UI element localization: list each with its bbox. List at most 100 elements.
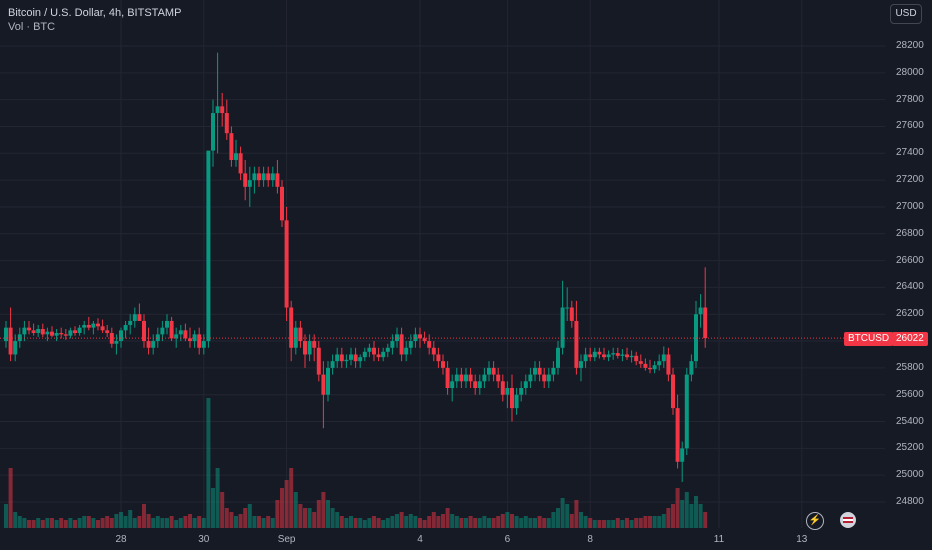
candle-body [491, 367, 496, 375]
price-tick-label: 25600 [896, 388, 924, 400]
candle-body [86, 324, 91, 328]
candle-body [408, 341, 413, 348]
volume-bar [252, 516, 257, 528]
price-tick-label: 24800 [896, 496, 924, 507]
candle-body [390, 341, 395, 348]
volume-bar [178, 518, 183, 528]
volume-bar [211, 488, 215, 528]
candle-body [36, 328, 41, 334]
candle-body [50, 331, 54, 336]
volume-bar [192, 518, 197, 528]
candle-body [321, 374, 326, 395]
candle-body [137, 314, 142, 321]
volume-bar [160, 518, 165, 528]
candle-body [638, 361, 643, 364]
volume-bar [675, 488, 680, 528]
volume-bar [27, 520, 31, 528]
volume-bar [349, 516, 353, 528]
price-tick-label: 26600 [896, 254, 924, 266]
candle-body [146, 341, 151, 348]
candle-body [326, 367, 330, 395]
candle-body [252, 173, 257, 181]
candle-body [169, 320, 174, 339]
volume-bar [422, 520, 427, 528]
volume-bar [165, 518, 169, 528]
candle-body [119, 330, 123, 342]
candle-body [4, 327, 8, 342]
volume-bar [275, 500, 280, 528]
candle-body [132, 314, 137, 321]
volume-bar [565, 504, 570, 528]
candle-body [648, 367, 652, 370]
time-tick-label: 4 [417, 534, 423, 545]
candle-body [224, 113, 229, 134]
candle-body [546, 374, 551, 382]
volume-bar [671, 504, 675, 528]
candle-body [293, 327, 298, 348]
candle-body [565, 307, 570, 309]
volume-bar [684, 492, 689, 528]
volume-bar [505, 512, 510, 528]
volume-bar [45, 518, 50, 528]
candle-body [399, 334, 404, 355]
candle-body [657, 361, 662, 366]
candle-body [114, 341, 119, 344]
candle-body [459, 374, 464, 382]
candle-body [243, 173, 248, 187]
candle-body [123, 324, 128, 331]
us-flag-icon[interactable] [840, 512, 856, 528]
candle-body [510, 388, 514, 409]
candle-body [73, 330, 77, 334]
candle-body [312, 341, 317, 348]
candle-body [496, 374, 501, 382]
volume-bar [579, 512, 583, 528]
volume-bar [321, 492, 326, 528]
time-tick-label: Sep [277, 534, 296, 545]
volume-bar [500, 514, 505, 528]
volume-bar [77, 518, 82, 528]
volume-bar [146, 514, 151, 528]
volume-bar [611, 520, 616, 528]
candle-body [629, 355, 634, 358]
volume-bar [436, 516, 441, 528]
candle-body [625, 354, 629, 358]
volume-bar [569, 514, 574, 528]
volume-bar [418, 518, 422, 528]
volume-bar [132, 518, 137, 528]
volume-bar [454, 516, 459, 528]
candle-body [473, 381, 478, 388]
candle-body [201, 341, 206, 348]
candle-body [588, 354, 593, 358]
volume-bar [312, 512, 317, 528]
candle-body [551, 367, 556, 375]
volume-bar [367, 518, 372, 528]
volume-bar [316, 500, 321, 528]
volume-bar [477, 518, 482, 528]
candle-body [27, 327, 31, 331]
candle-body [40, 328, 45, 335]
currency-button[interactable]: USD [890, 4, 922, 24]
candle-body [583, 354, 588, 362]
candle-body [597, 351, 602, 355]
volume-bar [4, 504, 8, 528]
lightning-icon[interactable]: ⚡ [806, 512, 824, 530]
candle-body [96, 323, 100, 327]
candle-body [155, 334, 160, 342]
candle-body [542, 374, 547, 382]
volume-bar [390, 516, 395, 528]
volume-bar [293, 492, 298, 528]
volume-bar [413, 516, 418, 528]
volume-bar [661, 514, 666, 528]
volume-bar [114, 514, 119, 528]
last-price-tag: 26022 [892, 332, 928, 346]
candle-body [303, 341, 307, 355]
candle-body [284, 220, 289, 308]
candle-body [174, 334, 179, 339]
candle-body [592, 351, 597, 358]
volume-bar [169, 516, 174, 528]
time-tick-label: 11 [713, 534, 725, 545]
candle-body [698, 307, 703, 315]
volume-bar [238, 514, 243, 528]
candle-body [45, 331, 50, 335]
